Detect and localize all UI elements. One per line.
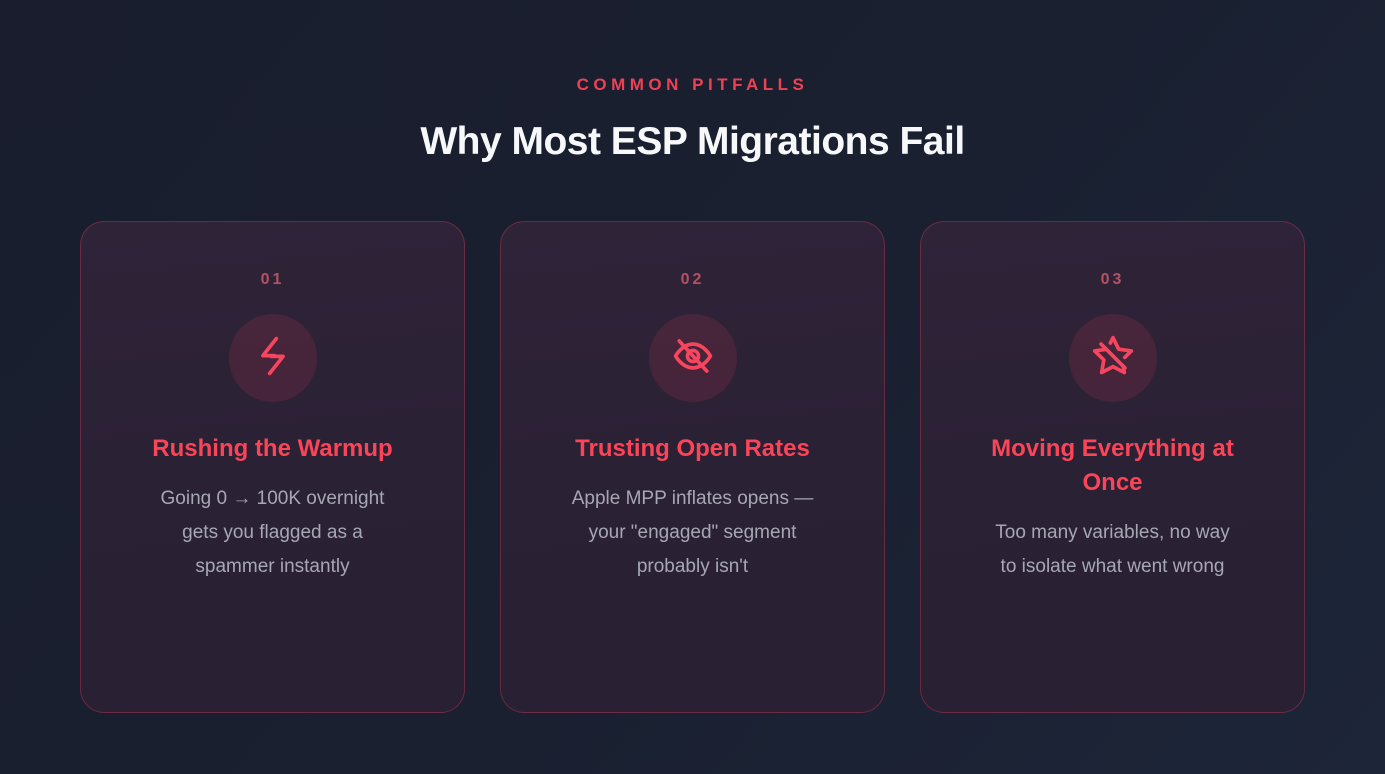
pitfall-card-rushing-warmup: 01 Rushing the Warmup Going 0 → 100K ove… xyxy=(80,221,465,713)
pitfall-cards-row: 01 Rushing the Warmup Going 0 → 100K ove… xyxy=(80,221,1305,713)
icon-circle xyxy=(228,314,317,402)
eye-off-icon xyxy=(671,334,715,383)
card-body: Going 0 → 100K overnight gets you flagge… xyxy=(160,488,385,577)
page-title: Why Most ESP Migrations Fail xyxy=(420,120,965,163)
star-off-icon xyxy=(1091,334,1135,383)
card-body: Too many variables, no way to isolate wh… xyxy=(995,522,1230,577)
icon-circle xyxy=(1068,314,1157,402)
card-title: Rushing the Warmup xyxy=(152,435,393,462)
card-number: 01 xyxy=(260,271,285,288)
card-number: 02 xyxy=(680,271,705,288)
card-title: Moving Everything at Once xyxy=(991,435,1234,496)
pitfall-card-trusting-open-rates: 02 Trusting Open Rates Apple MPP inflate… xyxy=(500,221,885,713)
icon-circle xyxy=(648,314,737,402)
card-number: 03 xyxy=(1100,271,1125,288)
pitfall-card-moving-everything: 03 Moving Everything at Once Too many va… xyxy=(920,221,1305,713)
card-body: Apple MPP inflates opens — your "engaged… xyxy=(571,488,814,577)
section-eyebrow: COMMON PITFALLS xyxy=(576,75,809,94)
card-title: Trusting Open Rates xyxy=(575,435,810,462)
zap-off-icon xyxy=(251,334,295,383)
